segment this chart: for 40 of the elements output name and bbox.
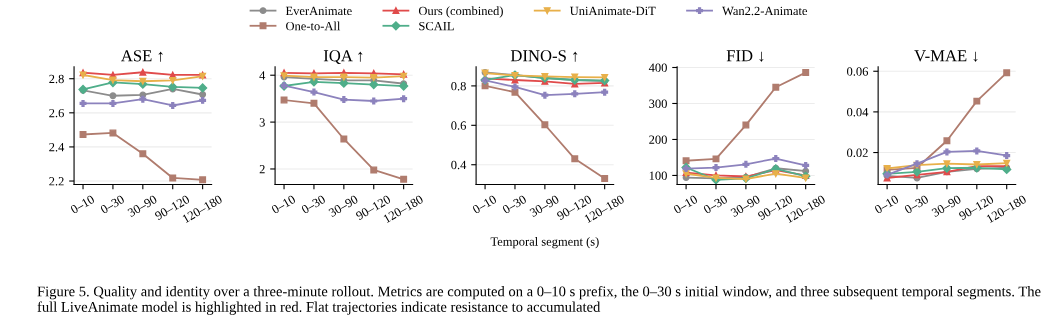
y-tick-label: 100 <box>649 171 667 180</box>
legend-label: UniAnimate-DiT <box>569 6 656 16</box>
x-tick-label: 0–30 <box>300 194 326 215</box>
chart-title: DINO-S ↑ <box>510 50 578 62</box>
legend-label: Ours (combined) <box>418 6 503 18</box>
y-tick-label: 400 <box>648 63 667 72</box>
x-tick-label: 0–10 <box>874 194 900 215</box>
caption: Figure 5. Quality and identity over a three-minute rollout. Metrics are computed on a 0–10 s prefix, the 0–30 s initial window, and three subsequent temporal segments. The full LiveAnimate model is highlighted in red. Flat trajectories indicate resistance to accumulated <box>37 285 1041 315</box>
y-tick-label: 2 <box>259 165 265 174</box>
chart-title: FID ↓ <box>726 50 764 62</box>
y-tick-label: 0.8 <box>451 81 466 91</box>
x-tick-label: 0–10 <box>69 194 96 215</box>
x-tick-label: 0–10 <box>673 194 699 215</box>
y-tick-label: 2.6 <box>49 108 64 118</box>
legend-label: Wan2.2-Animate <box>722 6 808 16</box>
y-tick-label: 200 <box>649 135 667 144</box>
legend-label: SCAIL <box>419 21 454 31</box>
y-tick-label: 2.4 <box>49 142 65 152</box>
y-tick-label: 4 <box>259 71 266 80</box>
chart-title: IQA ↑ <box>323 50 363 64</box>
y-tick-label: 2.2 <box>49 177 64 186</box>
y-tick-label: 0.04 <box>847 107 869 117</box>
x-tick-label: 0–30 <box>99 194 125 215</box>
y-tick-label: 0.02 <box>847 148 868 158</box>
y-tick-label: 3 <box>259 118 265 127</box>
chart-title: V-MAE ↓ <box>914 50 978 62</box>
x-tick-label: 0–10 <box>270 194 297 215</box>
x-tick-label: 0–10 <box>472 194 498 215</box>
x-tick-label: 0–30 <box>501 194 527 215</box>
y-tick-label: 2.8 <box>49 74 64 84</box>
y-tick-label: 0.4 <box>451 160 467 170</box>
x-tick-label: 0–30 <box>702 194 728 215</box>
legend-label: EverAnimate <box>285 6 352 16</box>
chart-title: ASE ↑ <box>121 50 163 62</box>
y-tick-label: 300 <box>649 99 667 108</box>
legend-label: One-to-All <box>286 21 341 31</box>
y-tick-label: 0.6 <box>451 121 466 130</box>
x-axis-title: Temporal segment (s) <box>490 236 599 249</box>
x-tick-label: 0–30 <box>903 194 929 215</box>
y-tick-label: 0.06 <box>847 67 869 76</box>
